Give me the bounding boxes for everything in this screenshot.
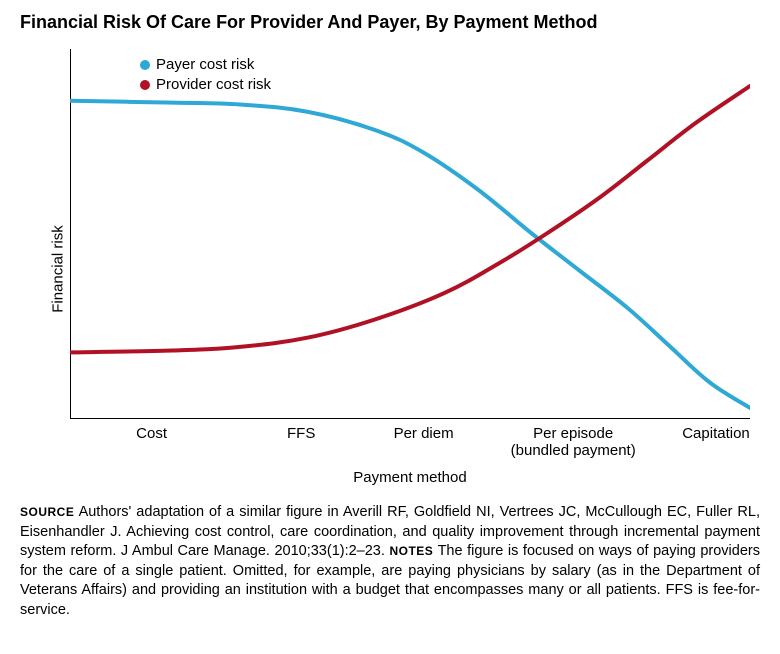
x-tick-label: Cost: [136, 425, 167, 442]
x-tick-label: Per episode(bundled payment): [511, 425, 636, 459]
x-axis-label: Payment method: [70, 469, 750, 486]
x-tick-label: Per diem: [394, 425, 454, 442]
x-tick-label: FFS: [287, 425, 315, 442]
series-line: [70, 101, 750, 408]
legend-label: Provider cost risk: [156, 75, 271, 95]
series-line: [70, 86, 750, 352]
legend: Payer cost risk Provider cost risk: [140, 55, 271, 95]
legend-item-provider: Provider cost risk: [140, 75, 271, 95]
chart-title: Financial Risk Of Care For Provider And …: [20, 12, 760, 33]
x-ticks: Cost FFS Per diem Per episode(bundled payme…: [70, 425, 750, 475]
notes-label: notes: [389, 544, 433, 558]
page: Financial Risk Of Care For Provider And …: [0, 0, 780, 654]
plot-area: [70, 49, 750, 419]
source-label: source: [20, 505, 74, 519]
x-tick-label: Capitation: [682, 425, 750, 442]
caption: source Authors' adaptation of a similar …: [20, 503, 760, 620]
legend-label: Payer cost risk: [156, 55, 254, 75]
legend-item-payer: Payer cost risk: [140, 55, 271, 75]
risk-chart: Financial risk Payer cost risk Provider …: [20, 39, 760, 499]
legend-dot-icon: [140, 80, 150, 90]
legend-dot-icon: [140, 60, 150, 70]
chart-svg: [70, 49, 750, 419]
y-axis-label: Financial risk: [49, 225, 66, 313]
